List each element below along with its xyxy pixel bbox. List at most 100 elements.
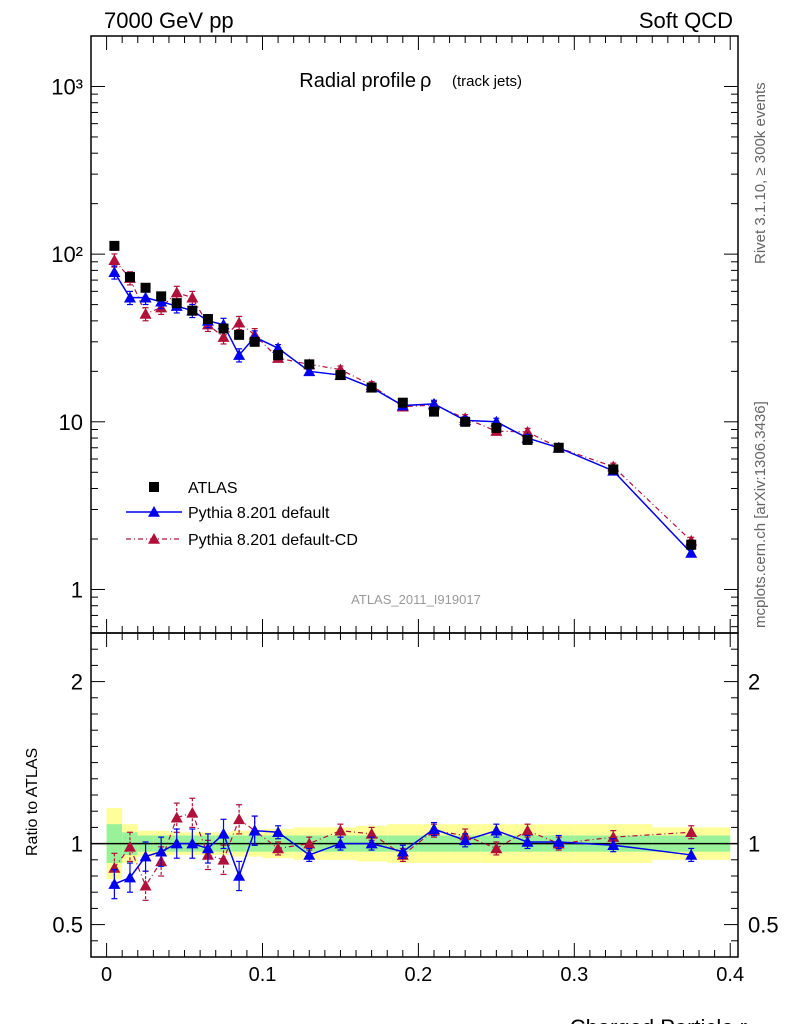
series-line-default xyxy=(113,271,692,554)
ratio-point-default-cd xyxy=(139,879,152,891)
point-default-cd xyxy=(108,254,121,266)
legend-label: Pythia 8.201 default-CD xyxy=(188,532,358,549)
ratio-point-default xyxy=(217,827,230,839)
point-atlas xyxy=(553,442,564,453)
point-atlas xyxy=(109,240,120,251)
ratio-y-tick-label-right: 2 xyxy=(748,670,760,695)
ratio-point-default xyxy=(396,845,409,857)
point-default xyxy=(427,397,440,409)
y-tick-label: 10 xyxy=(59,410,83,435)
point-default-cd xyxy=(186,291,199,303)
ratio-point-default xyxy=(248,824,261,836)
ratio-point-default xyxy=(272,826,285,838)
analysis-id-label: ATLAS_2011_I919017 xyxy=(351,592,481,607)
x-tick-label: 0.3 xyxy=(560,964,588,986)
ratio-line-default xyxy=(114,828,692,885)
rivet-info: Rivet 3.1.10, ≥ 300k events xyxy=(752,82,769,264)
x-tick-label: 0 xyxy=(101,964,112,986)
point-atlas xyxy=(273,350,284,361)
point-atlas xyxy=(522,434,533,445)
ratio-point-default-cd xyxy=(186,806,199,818)
ratio-point-default-cd xyxy=(170,811,183,823)
point-atlas xyxy=(140,282,151,293)
mcplots-info: mcplots.cern.ch [arXiv:1306.3436] xyxy=(752,401,769,628)
ratio-point-default-cd xyxy=(334,824,347,836)
legend-label: ATLAS xyxy=(188,480,238,497)
ratio-point-default xyxy=(108,878,121,889)
ratio-point-default xyxy=(155,845,168,857)
point-atlas xyxy=(686,539,697,550)
point-atlas xyxy=(304,359,315,370)
point-atlas xyxy=(491,422,502,433)
point-atlas xyxy=(218,323,229,334)
ratio-point-default-cd xyxy=(303,837,316,849)
ratio-point-default xyxy=(170,837,183,849)
ratio-point-default xyxy=(521,835,534,847)
ratio-point-default-cd xyxy=(217,853,230,865)
main-plot-title-subscript: (track jets) xyxy=(452,73,522,90)
ratio-point-default-cd xyxy=(272,842,285,854)
x-tick-label: 0.2 xyxy=(404,964,432,986)
ratio-point-default xyxy=(139,850,152,862)
main-plot: 1 10 10² 10³ ATLAS Pythia 8.201 default Pythia… xyxy=(51,35,739,634)
point-atlas xyxy=(397,397,408,408)
y-tick-label: 1 xyxy=(71,577,83,602)
ratio-point-default xyxy=(303,848,316,860)
y-tick-label: 10³ xyxy=(51,74,83,99)
ratio-point-default xyxy=(365,837,378,849)
legend-marker-default xyxy=(148,506,160,517)
point-atlas xyxy=(202,314,213,325)
point-default-cd xyxy=(217,331,230,342)
ratio-point-default xyxy=(459,834,472,846)
point-atlas xyxy=(234,329,245,340)
ratio-plot-frame xyxy=(90,632,739,958)
point-atlas xyxy=(156,291,167,302)
ratio-point-default xyxy=(427,823,440,834)
point-atlas xyxy=(428,406,439,417)
legend-marker-atlas xyxy=(149,482,159,492)
ratio-point-default-cd xyxy=(233,813,246,825)
header-right: Soft QCD xyxy=(639,8,733,33)
ratio-point-default xyxy=(334,837,347,849)
ratio-point-default xyxy=(685,848,698,860)
point-atlas xyxy=(249,336,260,347)
legend-marker-default-cd xyxy=(148,533,160,544)
point-default-cd xyxy=(170,286,183,298)
point-atlas xyxy=(171,298,182,309)
point-default xyxy=(685,547,698,558)
header-left: 7000 GeV pp xyxy=(104,8,234,33)
ratio-y-tick-label: 1 xyxy=(71,832,83,857)
ratio-point-default xyxy=(490,824,503,836)
y-tick-label: 10² xyxy=(51,242,83,267)
ratio-point-default xyxy=(233,870,246,881)
point-default xyxy=(108,266,121,278)
point-default xyxy=(123,291,136,303)
x-tick-label: 0.1 xyxy=(249,964,277,986)
ratio-y-tick-label: 0.5 xyxy=(52,913,83,938)
point-atlas xyxy=(460,416,471,427)
ratio-point-default xyxy=(186,837,199,849)
ratio-plot: 0 0.1 0.2 0.3 0.4 0.5 0.5 1 1 2 2 xyxy=(52,632,779,986)
main-plot-title: Radial profile xyxy=(299,70,416,92)
ratio-point-default xyxy=(123,871,136,883)
x-tick-label: 0.4 xyxy=(716,964,744,986)
ratio-point-default-cd xyxy=(365,827,378,839)
point-default-cd xyxy=(139,307,152,319)
ratio-point-default-cd xyxy=(521,824,534,836)
ratio-point-default xyxy=(607,839,620,851)
ratio-point-default xyxy=(552,835,565,847)
point-atlas xyxy=(124,272,135,283)
ratio-point-default xyxy=(201,842,214,854)
x-axis-label: Charged Particle r xyxy=(570,1015,747,1024)
ratio-y-tick-label: 2 xyxy=(71,670,83,695)
ratio-y-axis-label: Ratio to ATLAS xyxy=(24,748,41,856)
point-default xyxy=(303,365,316,377)
ratio-line-default-cd xyxy=(113,812,692,888)
ratio-point-default-cd xyxy=(685,826,698,838)
point-atlas xyxy=(608,464,619,475)
point-atlas xyxy=(366,382,377,393)
point-default xyxy=(233,349,246,360)
ratio-y-tick-label-right: 1 xyxy=(748,832,760,857)
ratio-point-default-cd xyxy=(123,840,136,852)
